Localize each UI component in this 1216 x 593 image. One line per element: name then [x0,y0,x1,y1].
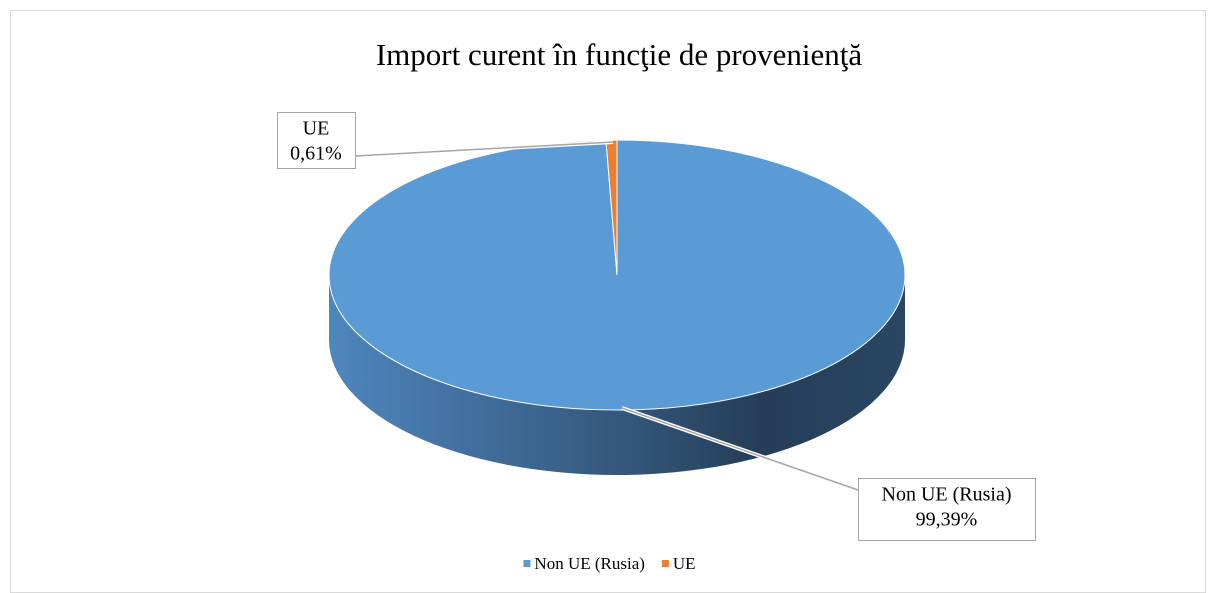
data-label-value: 99,39% [916,509,978,531]
legend: Non UE (Rusia) UE [523,554,696,573]
legend-swatch [523,560,531,567]
data-label-box [858,478,1036,541]
data-label-value: 0,61% [290,143,342,165]
legend-swatch [661,560,669,567]
pie-slice [605,139,618,276]
chart-title: Import curent în funcţie de provenienţă [376,37,863,72]
data-label-name: Non UE (Rusia) [882,484,1012,506]
leader-line [621,407,859,491]
data-label-box [277,112,356,169]
data-label-name: UE [303,118,330,140]
legend-label: Non UE (Rusia) [534,554,644,573]
leader-line [354,141,614,157]
pie-slice-side [329,275,905,475]
legend-label: UE [673,554,696,573]
